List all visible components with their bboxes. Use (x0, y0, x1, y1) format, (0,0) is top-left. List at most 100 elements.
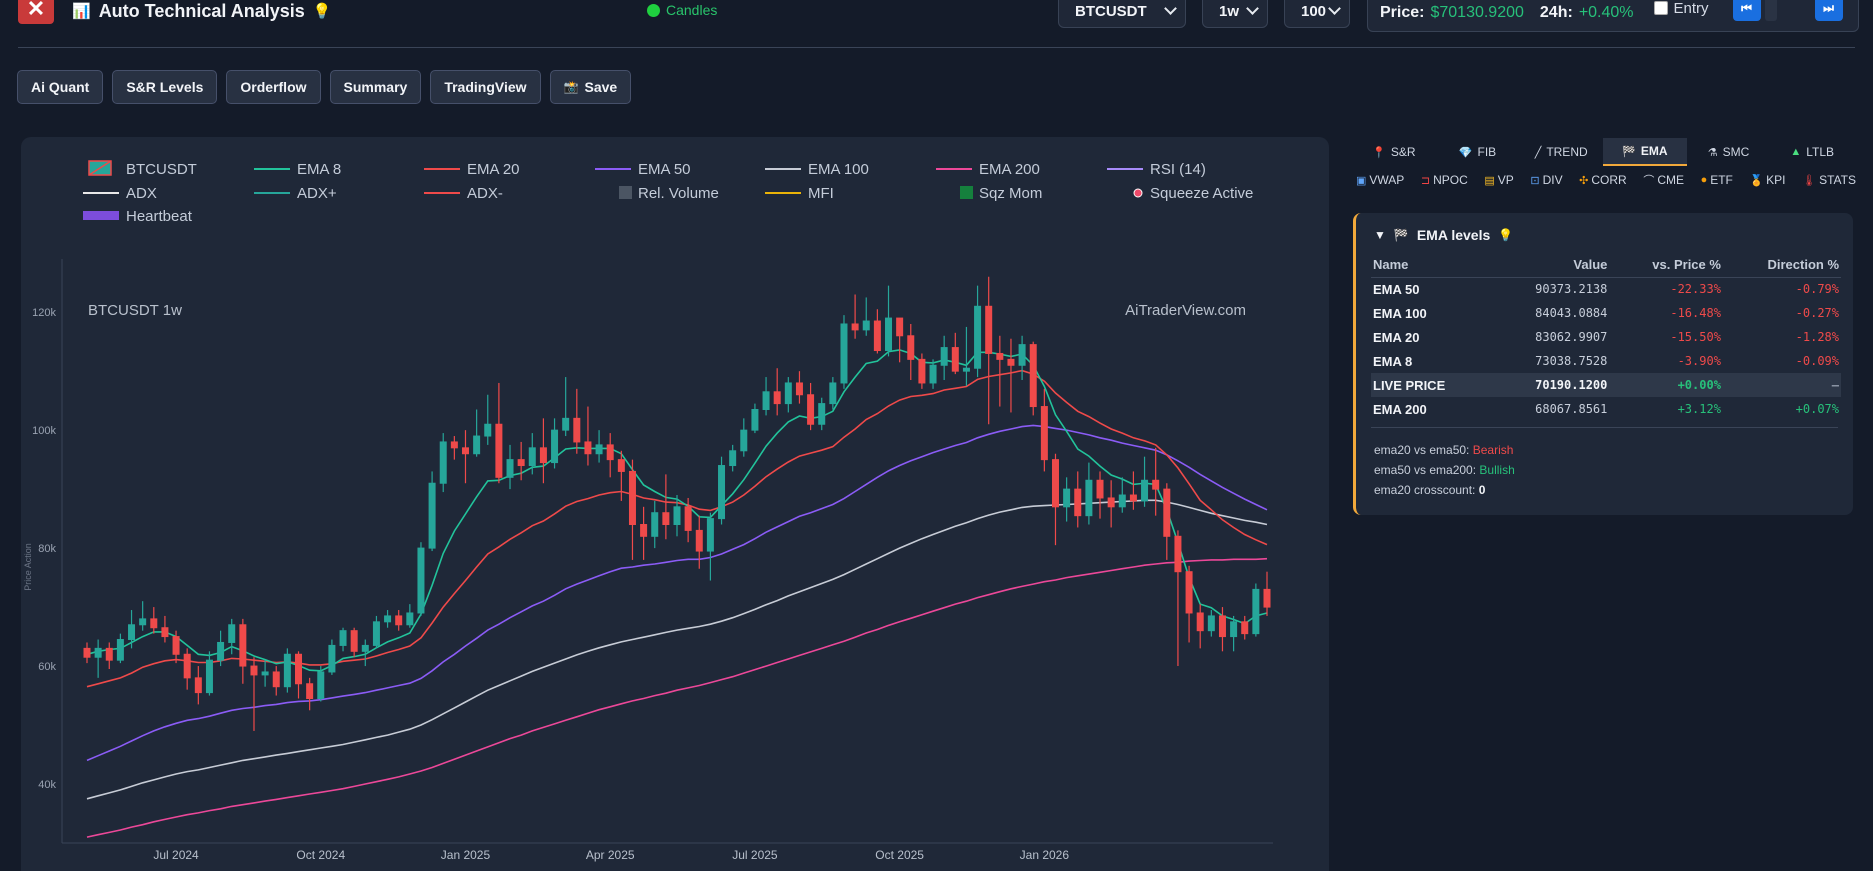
candle-body (662, 512, 670, 526)
status-indicator: Candles (647, 0, 717, 20)
close-icon: ✕ (26, 0, 46, 21)
ema200-line (86, 557, 1268, 838)
candle-body (172, 636, 180, 655)
candle-body (996, 352, 1004, 360)
subtab-cme[interactable]: ⌒ CME (1643, 172, 1684, 188)
y-tick-label: 60k (38, 661, 56, 673)
x-tick-label: Jul 2025 (732, 848, 778, 862)
subtab-vp[interactable]: ▤ VP (1484, 172, 1513, 188)
candle-body (317, 671, 325, 699)
skip-back-button[interactable]: ⏮ (1732, 0, 1761, 21)
analysis-tabs: 📍 S&R 💎 FIB ╱ TREND 🏁 EMA ⚗ SMC ▲ LTLB (1352, 138, 1854, 166)
x-tick-label: Jul 2024 (153, 848, 199, 862)
save-button[interactable]: 📸 Save (549, 70, 632, 104)
candle-body (328, 644, 336, 673)
collapse-triangle-icon[interactable]: ▼ (1374, 228, 1386, 242)
subtab-corr[interactable]: ✣ CORR (1579, 172, 1627, 188)
note-value: 0 (1478, 483, 1486, 497)
candle-body (384, 615, 392, 623)
candle-body (584, 441, 592, 455)
note-value: Bullish (1479, 463, 1515, 477)
entry-toggle[interactable]: Entry (1653, 0, 1709, 17)
legend-label: Heartbeat (126, 208, 193, 225)
subtab-div[interactable]: ⊡ DIV (1530, 172, 1562, 188)
candle-body (762, 391, 770, 410)
skip-back-icon: ⏮ (1741, 0, 1752, 15)
interval-select[interactable]: 1w (1202, 0, 1268, 28)
legend-band-swatch (83, 211, 119, 220)
entry-checkbox[interactable] (1653, 1, 1668, 15)
y-tick-label: 100k (32, 425, 56, 437)
row-value: 84043.0884 (1535, 306, 1608, 320)
sr-levels-label: S&R Levels (126, 79, 204, 95)
tab-fib[interactable]: 💎 FIB (1436, 138, 1520, 166)
tab-ltlb[interactable]: ▲ LTLB (1770, 138, 1854, 166)
candle-body (1207, 615, 1215, 632)
legend-label: ADX (126, 185, 157, 202)
diamond-icon: 💎 (1458, 146, 1473, 159)
candle-body (562, 417, 570, 431)
tab-smc[interactable]: ⚗ SMC (1687, 138, 1771, 166)
sr-levels-button[interactable]: S&R Levels (112, 70, 218, 104)
chevron-down-icon (1328, 2, 1341, 15)
candle-body (395, 615, 403, 626)
summary-label: Summary (343, 79, 408, 95)
ema-card-header[interactable]: ▼ 🏁 EMA levels 💡 (1374, 227, 1513, 243)
candle-body (851, 323, 859, 331)
tab-ema[interactable]: 🏁 EMA (1603, 138, 1687, 166)
summary-button[interactable]: Summary (329, 70, 422, 104)
subtab-label: DIV (1542, 173, 1563, 187)
candle-body (484, 423, 492, 437)
x-tick-label: Jan 2025 (441, 848, 491, 862)
candle-body (1029, 344, 1037, 408)
candle-body (1118, 494, 1126, 508)
tab-label: EMA (1640, 144, 1668, 158)
candle-body (551, 429, 559, 464)
status-dot-icon (647, 3, 660, 17)
candle-body (228, 624, 236, 643)
candle-body (985, 305, 993, 354)
status-text: Candles (666, 2, 718, 18)
candle-body (539, 447, 547, 464)
x-tick-label: Jan 2026 (1020, 848, 1070, 862)
price-chart[interactable]: 40k 60k 80k 100k 120k Jul 2024 Oct 2024 Jan 202… (21, 137, 1329, 871)
candle-body (595, 444, 603, 455)
chart-panel[interactable]: 40k 60k 80k 100k 120k Jul 2024 Oct 2024 Jan 202… (21, 137, 1329, 871)
save-label: Save (584, 79, 618, 95)
close-button[interactable]: ✕ (18, 0, 54, 24)
tab-trend[interactable]: ╱ TREND (1519, 138, 1603, 166)
tradingview-button[interactable]: TradingView (430, 70, 541, 104)
subtab-etf[interactable]: ● ETF (1701, 172, 1733, 188)
candle-body (974, 305, 982, 369)
subtab-vwap[interactable]: ▣ VWAP (1356, 172, 1404, 188)
subtab-stats[interactable]: 🌡 STATS (1802, 172, 1856, 188)
candle-body (406, 612, 414, 626)
candle-body (528, 447, 536, 467)
candle-body (784, 382, 792, 405)
flag-icon: 🏁 (1622, 145, 1636, 158)
skip-forward-button[interactable]: ⏭ (1814, 0, 1843, 21)
candle-body (1018, 344, 1026, 366)
candle-body (372, 621, 380, 646)
candle-body (1051, 459, 1059, 508)
limit-select[interactable]: 100 (1284, 0, 1350, 28)
y-axis-title: Price Action (23, 543, 33, 591)
row-name: EMA 50 (1373, 281, 1420, 297)
candle-body (795, 382, 803, 396)
legend-label: EMA 100 (808, 161, 869, 178)
live-price-row: LIVE PRICE 70190.1200 +0.00% — (1371, 373, 1841, 397)
tab-sr[interactable]: 📍 S&R (1352, 138, 1436, 166)
subtab-kpi[interactable]: 🏅 KPI (1749, 172, 1785, 188)
symbol-select[interactable]: BTCUSDT (1058, 0, 1186, 28)
candle-body (818, 403, 826, 425)
candle-body (1129, 494, 1137, 502)
candle-body (829, 382, 837, 405)
candle-body (1196, 612, 1204, 632)
candle-body (907, 335, 915, 360)
candle-body (807, 394, 815, 425)
ai-quant-button[interactable]: Ai Quant (17, 70, 104, 104)
orderflow-button[interactable]: Orderflow (226, 70, 321, 104)
row-direction: — (1722, 373, 1841, 397)
tab-label: FIB (1477, 145, 1497, 159)
subtab-npoc[interactable]: ⊐ NPOC (1421, 172, 1468, 188)
